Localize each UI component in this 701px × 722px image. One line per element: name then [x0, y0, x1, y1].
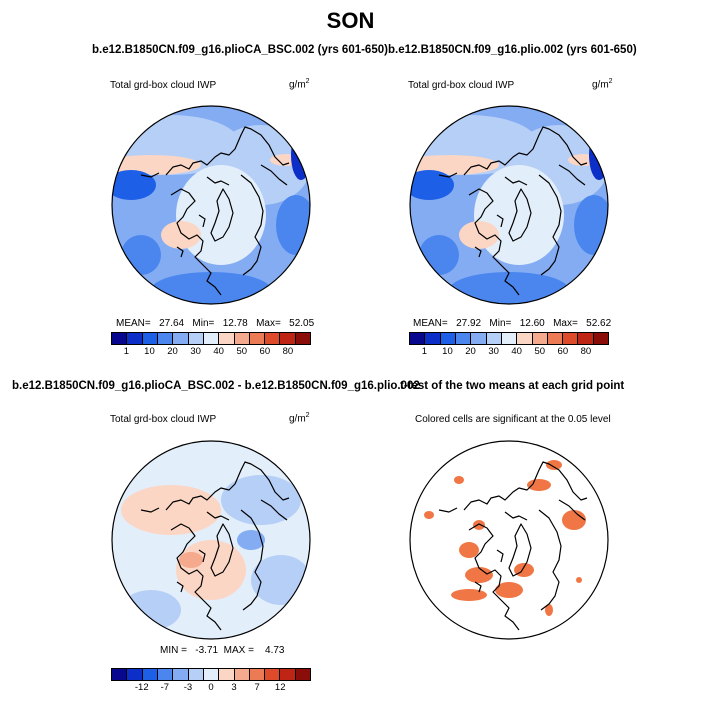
colorbar-swatch: [219, 669, 235, 680]
colorbar-swatch: [517, 333, 533, 344]
colorbar-tick-label: 80: [282, 346, 294, 357]
colorbar-tick-label: 60: [259, 346, 271, 357]
colorbar-swatch: [532, 333, 548, 344]
panel1-map: [111, 105, 311, 305]
colorbar-swatch: [219, 333, 235, 344]
panel2-unit-label: g/m2: [592, 78, 613, 91]
colorbar-swatch: [265, 669, 281, 680]
colorbar-tick-label: -12: [134, 682, 149, 693]
colorbar-tick-label: 20: [167, 346, 178, 357]
colorbar-tick-label: -7: [160, 682, 170, 693]
colorbar-tick-label: 10: [442, 346, 453, 357]
colorbar-swatch: [249, 333, 266, 344]
colorbar-swatch: [280, 333, 296, 344]
colorbar-tick-label: 3: [231, 682, 237, 693]
colorbar-swatch: [249, 669, 266, 680]
colorbar-tick-label: 20: [465, 346, 476, 357]
panel1-variable-label: Total grd-box cloud IWP: [110, 80, 217, 91]
colorbar-swatch: [142, 333, 158, 344]
colorbar-swatch: [593, 333, 609, 344]
panel2-case-title: b.e12.B1850CN.f09_g16.plio.002 (yrs 601-…: [388, 44, 637, 56]
panel4-subtitle: Colored cells are significant at the 0.0…: [415, 414, 611, 425]
colorbar-swatch: [410, 333, 426, 344]
colorbar-swatch: [127, 669, 143, 680]
colorbar-tick-label: 7: [254, 682, 260, 693]
panel3-variable-label: Total grd-box cloud IWP: [110, 414, 217, 425]
colorbar-swatch: [501, 333, 518, 344]
colorbar-swatch: [234, 669, 250, 680]
panel4-title: t-test of the two means at each grid poi…: [400, 380, 625, 392]
panel3-unit-label: g/m2: [289, 412, 310, 425]
colorbar-swatch: [157, 669, 174, 680]
colorbar-tick-label: 1: [421, 346, 428, 357]
colorbar-tick-label: 40: [213, 346, 224, 357]
figure-title: SON: [326, 8, 375, 33]
colorbar-tick-label: 30: [190, 346, 201, 357]
colorbar-swatch: [280, 669, 296, 680]
colorbar-swatch: [578, 333, 594, 344]
panel2-variable-label: Total grd-box cloud IWP: [408, 80, 515, 91]
colorbar-swatch: [563, 333, 579, 344]
colorbar-tick-label: 50: [236, 346, 248, 357]
panel3-colorbar: -12 -7 -3 0 3 7 12: [111, 668, 311, 698]
colorbar-tick-label: 50: [534, 346, 546, 357]
colorbar-swatch: [295, 333, 311, 344]
colorbar-swatch: [234, 333, 250, 344]
colorbar-swatch: [188, 669, 204, 680]
colorbar-swatch: [188, 333, 204, 344]
panel1-case-title: b.e12.B1850CN.f09_g16.plioCA_BSC.002 (yr…: [92, 44, 388, 56]
colorbar-swatch: [471, 333, 487, 344]
colorbar-swatch: [265, 333, 281, 344]
colorbar-tick-label: -3: [183, 682, 193, 693]
colorbar-tick-label: 12: [274, 682, 286, 693]
colorbar-swatch: [157, 333, 174, 344]
colorbar-swatch: [112, 669, 128, 680]
panel2-colorbar: 1 10 20 30 40 50 60 80: [409, 332, 609, 362]
colorbar-swatch: [440, 333, 456, 344]
panel3-case-title: b.e12.B1850CN.f09_g16.plioCA_BSC.002 - b…: [12, 380, 420, 392]
colorbar-tick-label: 30: [488, 346, 499, 357]
colorbar-swatch: [173, 333, 189, 344]
colorbar-tick-label: 10: [144, 346, 155, 357]
panel3-map: [111, 440, 311, 640]
panel2-stats: MEAN= 27.92 Min= 12.60 Max= 52.62: [413, 318, 612, 329]
colorbar-swatch: [203, 669, 220, 680]
panel3-stats: MIN = -3.71 MAX = 4.73: [160, 645, 285, 656]
colorbar-swatch: [486, 333, 502, 344]
colorbar-tick-label: 40: [511, 346, 522, 357]
colorbar-swatch: [142, 669, 158, 680]
colorbar-tick-label: 1: [123, 346, 130, 357]
panel1-stats: MEAN= 27.64 Min= 12.78 Max= 52.05: [116, 318, 315, 329]
colorbar-swatch: [203, 333, 220, 344]
colorbar-swatch: [425, 333, 441, 344]
colorbar-swatch: [547, 333, 564, 344]
colorbar-swatch: [295, 669, 311, 680]
panel4-map: [409, 440, 609, 640]
colorbar-tick-label: 60: [557, 346, 569, 357]
colorbar-swatch: [127, 333, 143, 344]
panel1-colorbar: 1 10 20 30 40 50 60 80: [111, 332, 311, 362]
colorbar-swatch: [173, 669, 189, 680]
panel1-unit-label: g/m2: [289, 78, 310, 91]
panel2-map: [409, 105, 609, 305]
colorbar-tick-label: 80: [580, 346, 592, 357]
colorbar-tick-label: 0: [208, 682, 214, 693]
colorbar-swatch: [112, 333, 128, 344]
colorbar-swatch: [455, 333, 472, 344]
